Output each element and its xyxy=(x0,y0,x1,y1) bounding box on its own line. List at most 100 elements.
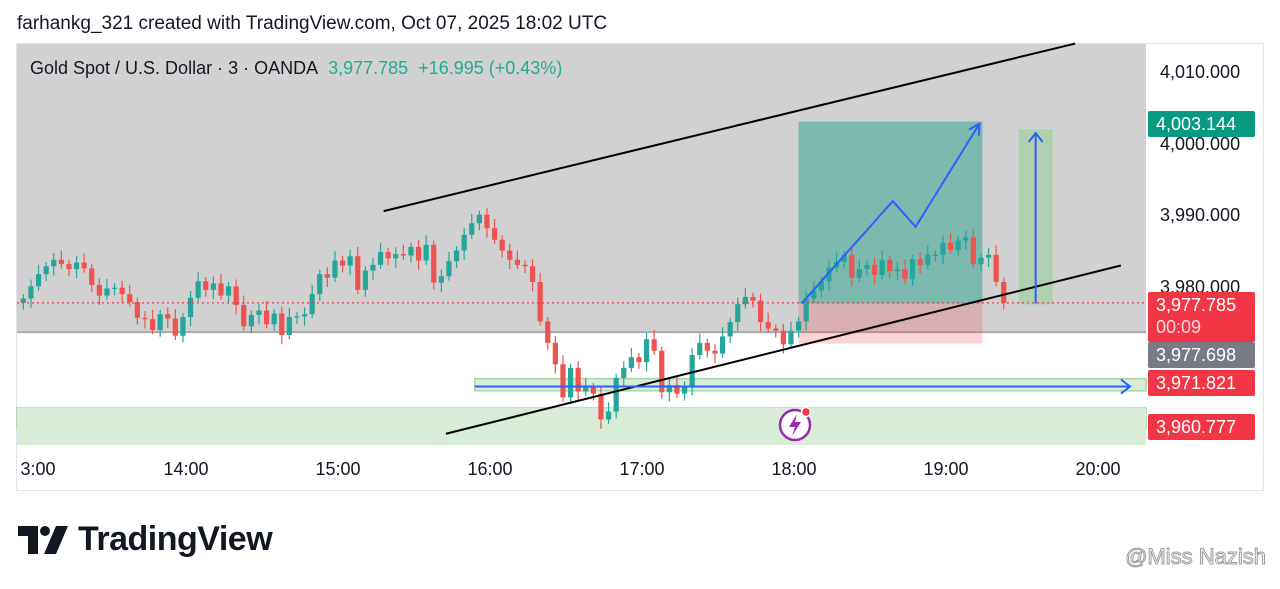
candle-body xyxy=(20,298,26,303)
candle-body xyxy=(970,237,976,265)
candle-body xyxy=(719,336,726,354)
candle-body xyxy=(362,270,368,290)
candle-body xyxy=(636,357,642,363)
candle-body xyxy=(507,250,513,260)
x-tick-19: 19:00 xyxy=(923,459,969,479)
candle-body xyxy=(659,350,665,393)
candle-body xyxy=(225,286,232,296)
candle-body xyxy=(757,300,764,323)
candle-body xyxy=(750,297,756,301)
candle-body xyxy=(187,297,194,318)
brand-name: TradingView xyxy=(78,520,273,558)
candle-body xyxy=(826,267,832,282)
candle-body xyxy=(415,246,422,261)
candle-body xyxy=(43,266,49,275)
support-zone-base xyxy=(17,408,1146,445)
candle-body xyxy=(932,254,938,256)
candle-body xyxy=(552,342,558,365)
candle-body xyxy=(978,257,984,265)
candle-body xyxy=(172,318,178,336)
projection-path xyxy=(800,123,981,305)
candle-body xyxy=(142,317,148,320)
target-price-label: 4,003.144 xyxy=(1148,111,1255,137)
candle-body xyxy=(963,237,969,241)
candle-body xyxy=(165,314,171,319)
candle-body xyxy=(111,287,118,289)
candle-body xyxy=(575,367,581,392)
projection-arrowhead xyxy=(968,121,981,136)
candle-body xyxy=(651,339,657,351)
x-tick-18: 18:00 xyxy=(771,459,817,479)
x-tick-20: 20:00 xyxy=(1075,459,1121,479)
candle-body xyxy=(605,411,612,420)
x-tick-15: 15:00 xyxy=(315,459,361,479)
candle-body xyxy=(674,385,680,394)
candle-body xyxy=(324,274,330,278)
candle-body xyxy=(864,264,870,270)
symbol-legend: Gold Spot / U.S. Dollar · 3 · OANDA 3,97… xyxy=(30,58,562,79)
candle-body xyxy=(613,377,619,412)
candle-body xyxy=(339,260,346,266)
candle-body xyxy=(446,261,452,277)
candle-body xyxy=(248,314,254,327)
candle-body xyxy=(134,302,140,318)
candle-body xyxy=(811,290,817,299)
target-arrow-head xyxy=(1027,131,1044,143)
candle-body xyxy=(902,269,908,280)
candle-body xyxy=(263,310,270,325)
candle-body xyxy=(583,387,589,392)
candle-body xyxy=(917,259,923,265)
candle-body xyxy=(788,330,794,345)
candle-body xyxy=(51,259,57,267)
candle-body xyxy=(522,264,528,267)
x-tick-13: 3:00 xyxy=(20,459,56,479)
chart-frame xyxy=(16,43,1264,491)
candle-body xyxy=(484,214,490,229)
candle-body xyxy=(940,242,946,255)
candle-body xyxy=(89,268,95,285)
candle-body xyxy=(73,262,80,270)
last-price: 3,977.785 xyxy=(328,58,409,78)
candle-body xyxy=(887,259,893,272)
channel-lower-line xyxy=(445,264,1122,435)
candle-body xyxy=(469,223,475,235)
candle-body xyxy=(529,266,536,282)
candle-body xyxy=(491,228,498,240)
x-tick-16: 16:00 xyxy=(467,459,513,479)
candle-body xyxy=(537,281,543,322)
candle-body xyxy=(423,244,429,261)
candle-body xyxy=(385,251,391,259)
candle-body xyxy=(773,328,779,331)
candle-body xyxy=(96,284,102,296)
candle-body xyxy=(666,385,672,393)
chart-credit-header: farhankg_321 created with TradingView.co… xyxy=(17,13,608,34)
candle-body xyxy=(476,214,482,224)
candle-body xyxy=(377,251,384,265)
y-tick-4010: 4,010.000 xyxy=(1160,62,1241,82)
support-zone-1 xyxy=(474,377,1147,392)
candle-body xyxy=(795,321,802,331)
price-change: +16.995 (+0.43%) xyxy=(418,58,563,78)
support-2-label: 3,960.777 xyxy=(1148,414,1255,440)
candle-body xyxy=(871,264,878,275)
candle-body xyxy=(218,283,224,296)
notification-dot-icon xyxy=(800,406,812,418)
candle-body xyxy=(461,234,467,251)
candle-body xyxy=(681,385,688,394)
candle-body xyxy=(909,259,916,280)
candle-body xyxy=(127,294,133,303)
candle-body xyxy=(545,321,551,343)
candle-body xyxy=(104,288,110,296)
lightning-icon xyxy=(789,414,801,436)
tradingview-brand[interactable]: TradingView xyxy=(18,520,273,559)
watermark: @Miss Nazish xyxy=(1125,544,1267,570)
candle-body xyxy=(765,322,771,329)
candle-body xyxy=(689,355,695,386)
candle-body xyxy=(841,254,847,262)
candle-body xyxy=(925,254,931,265)
candle-body xyxy=(408,246,414,256)
x-tick-14: 14:00 xyxy=(163,459,209,479)
current-price-label: 3,977.785 00:09 xyxy=(1148,292,1255,342)
candle-body xyxy=(35,274,42,287)
